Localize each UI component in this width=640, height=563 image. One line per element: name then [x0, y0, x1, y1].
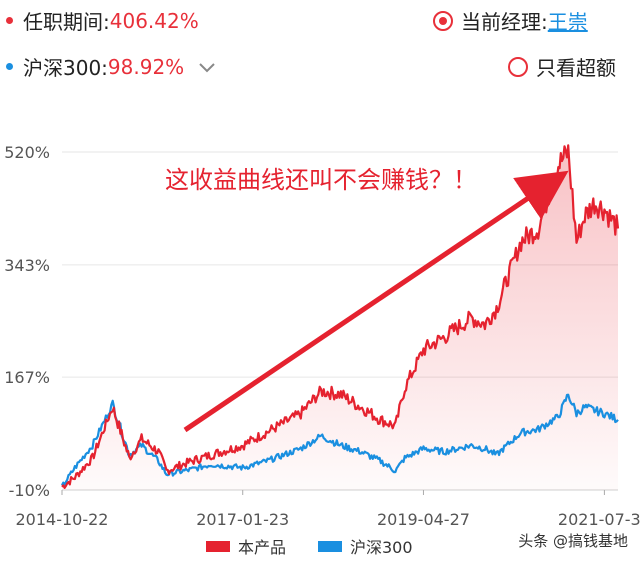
- excess-label: 只看超额: [536, 56, 616, 80]
- manager-name-link[interactable]: 王崇: [547, 10, 588, 34]
- blue-dot-icon: [6, 63, 13, 70]
- y-tick-label: -10%: [9, 481, 50, 500]
- benchmark-value: 98.92%: [107, 54, 185, 79]
- annotation-text: 这收益曲线还叫不会赚钱？！: [165, 166, 477, 194]
- manager-radio-icon[interactable]: [433, 10, 453, 31]
- legend-swatch: [206, 541, 230, 552]
- chart-legend: 本产品 沪深300: [206, 538, 413, 557]
- annotation-arrow: [183, 170, 569, 433]
- legend-label: 本产品: [238, 538, 286, 557]
- y-tick-label: 520%: [4, 143, 50, 162]
- y-tick-label: 167%: [4, 368, 50, 387]
- y-tick-labels: 520% 343% 167% -10%: [4, 143, 50, 500]
- tenure-label: 任职期间:: [23, 10, 110, 34]
- legend-label: 沪深300: [350, 538, 413, 557]
- y-tick-label: 343%: [4, 256, 50, 275]
- x-tick-labels: 2014-10-22 2017-01-23 2019-04-27 2021-07-30: [16, 490, 640, 529]
- x-tick-label: 2017-01-23: [196, 510, 289, 529]
- watermark: 头条 @搞钱基地: [518, 532, 628, 550]
- tenure-return-row: 任职期间: 406.42%: [6, 6, 199, 35]
- x-tick-label: 2019-04-27: [377, 510, 470, 529]
- benchmark-return-row[interactable]: 沪深300: 98.92%: [6, 52, 216, 81]
- series-line-沪深300: [61, 393, 619, 486]
- chevron-down-icon[interactable]: [198, 61, 216, 73]
- legend-swatch: [318, 541, 342, 552]
- tenure-value: 406.42%: [109, 8, 199, 33]
- excess-radio-icon[interactable]: [508, 56, 528, 77]
- manager-label: 当前经理:: [461, 10, 548, 34]
- x-tick-label: 2014-10-22: [16, 510, 109, 529]
- series-lines: [61, 144, 620, 490]
- x-tick-label: 2021-07-30: [558, 510, 640, 529]
- excess-only-row[interactable]: 只看超额: [508, 52, 616, 81]
- current-manager-row[interactable]: 当前经理: 王崇: [433, 6, 588, 35]
- red-dot-icon: [6, 17, 13, 24]
- benchmark-label: 沪深300:: [23, 56, 108, 80]
- series-area-本产品: [62, 145, 618, 490]
- series-line-本产品: [61, 144, 620, 489]
